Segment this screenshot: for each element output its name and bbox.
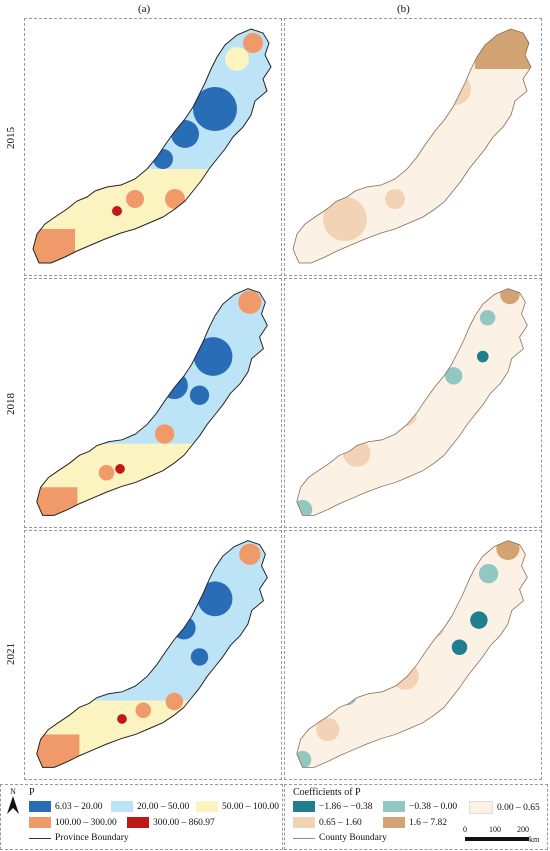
row-label-2021: 2021 [5,643,17,665]
north-arrow: N [5,787,21,815]
swatch-2 [111,801,133,812]
legend-coef-item-1: −1.86 – −0.38 [293,801,372,812]
map-panel-a-2021 [24,530,282,780]
column-label-a: (a) [138,3,151,15]
scale-unit: km [529,835,540,844]
scale-tick-0: 0 [463,825,467,834]
legend-county-boundary: County Boundary [293,833,387,843]
north-label: N [10,787,16,796]
row-label-2015: 2015 [5,127,17,149]
map-p-2018 [36,288,268,516]
map-panel-a-2018 [24,278,282,528]
swatch-1 [29,801,51,812]
map-panel-b-2018 [284,278,542,528]
swatch-4 [29,817,51,828]
legend-coef-item-5: 1.6 – 7.82 [383,817,447,828]
legend-coef-item-4: 0.65 – 1.60 [293,817,362,828]
map-panel-b-2015 [284,18,542,276]
map-coef-2015 [292,28,532,264]
coef-swatch-3 [469,801,493,814]
coef-swatch-2 [383,801,405,812]
scale-tick-200: 200 [517,825,529,834]
legend-coef-item-3: 0.00 – 0.65 [469,801,540,814]
map-panel-b-2021 [284,530,542,780]
map-p-2015 [32,28,272,264]
scale-tick-100: 100 [489,825,501,834]
coef-swatch-4 [293,817,315,828]
legend-p-item-5: 300.00 – 860.97 [127,817,215,828]
swatch-5 [127,817,149,828]
legend-province-boundary: Province Boundary [29,833,129,843]
province-boundary-line [29,838,51,839]
legend-p: N P 6.03 – 20.00 20.00 – 50.00 50.00 – 1… [0,784,283,850]
legend-p-item-2: 20.00 – 50.00 [111,801,189,812]
scale-bar: 0 100 200 km [463,825,543,849]
legend-p-item-1: 6.03 – 20.00 [29,801,103,812]
map-panel-a-2015 [24,18,282,276]
row-label-2018: 2018 [5,393,17,415]
map-coef-2018 [296,288,528,516]
map-coef-2021 [296,540,528,768]
legend-coef-title: Coefficients of P [293,787,361,798]
legend-coefficients: Coefficients of P −1.86 – −0.38 −0.38 – … [284,784,548,850]
legend-p-item-3: 50.00 – 100.00 [196,801,279,812]
coef-swatch-5 [383,817,405,828]
scale-bar-graphic [465,837,529,841]
column-label-b: (b) [397,3,410,15]
legend-coef-item-2: −0.38 – 0.00 [383,801,457,812]
county-boundary-line [293,838,315,839]
map-p-2021 [36,540,268,768]
legend-p-title: P [29,787,35,798]
legend-p-item-4: 100.00 – 300.00 [29,817,117,828]
coef-swatch-1 [293,801,315,812]
north-arrow-icon [7,796,19,814]
swatch-3 [196,801,218,812]
